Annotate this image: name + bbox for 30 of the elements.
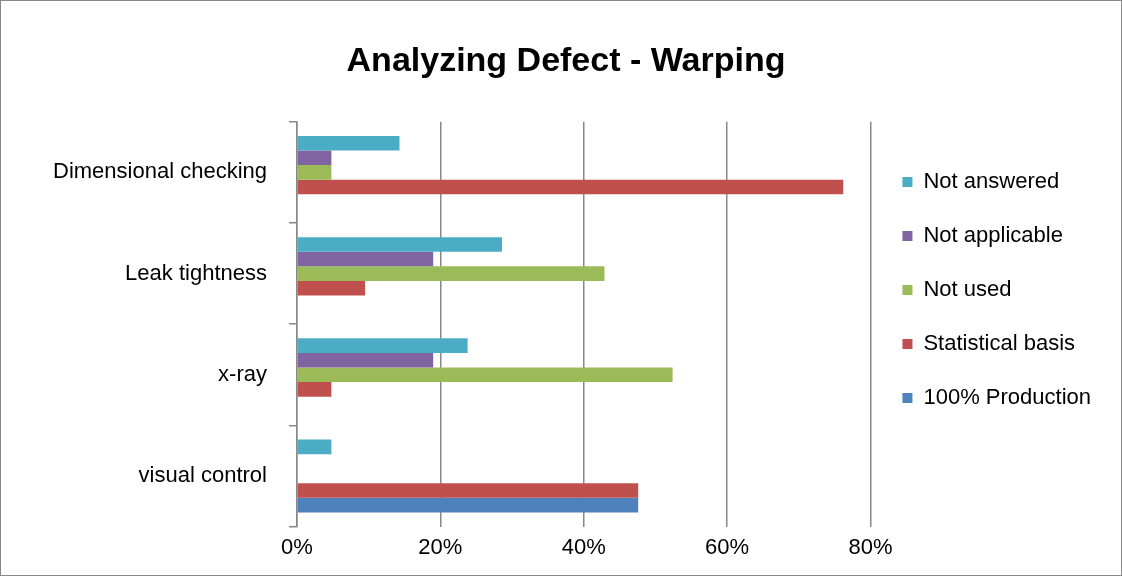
- x-tick-label: 80%: [848, 533, 893, 559]
- x-tick-label: 60%: [705, 533, 750, 559]
- bar: [297, 382, 332, 397]
- legend-label: Statistical basis: [923, 330, 1076, 356]
- bar: [297, 135, 400, 151]
- x-tick-label: 20%: [418, 533, 463, 559]
- x-tick-label: 40%: [561, 533, 606, 559]
- y-tick-label: Dimensional checking: [53, 158, 267, 184]
- bar: [297, 165, 332, 180]
- y-tick-label: x-ray: [218, 360, 267, 386]
- bar: [297, 251, 434, 267]
- bar: [297, 497, 639, 513]
- bar: [297, 179, 844, 195]
- y-tick-label: visual control: [138, 462, 267, 488]
- legend-label: Not used: [923, 276, 1012, 302]
- legend-label: Not applicable: [923, 222, 1063, 248]
- x-tick-label: 0%: [281, 533, 313, 559]
- bar: [297, 367, 673, 383]
- y-tick-label: Leak tightness: [125, 259, 267, 285]
- legend-label: Not answered: [923, 168, 1060, 194]
- bar: [297, 150, 332, 166]
- bar: [297, 280, 366, 296]
- bar: [297, 483, 639, 498]
- bar: [297, 352, 434, 368]
- legend-label: 100% Production: [923, 384, 1092, 410]
- chart-title: Analyzing Defect - Warping: [346, 39, 786, 78]
- bar: [297, 266, 605, 281]
- bar: [297, 338, 468, 353]
- bar: [297, 439, 332, 455]
- bar: [297, 237, 502, 252]
